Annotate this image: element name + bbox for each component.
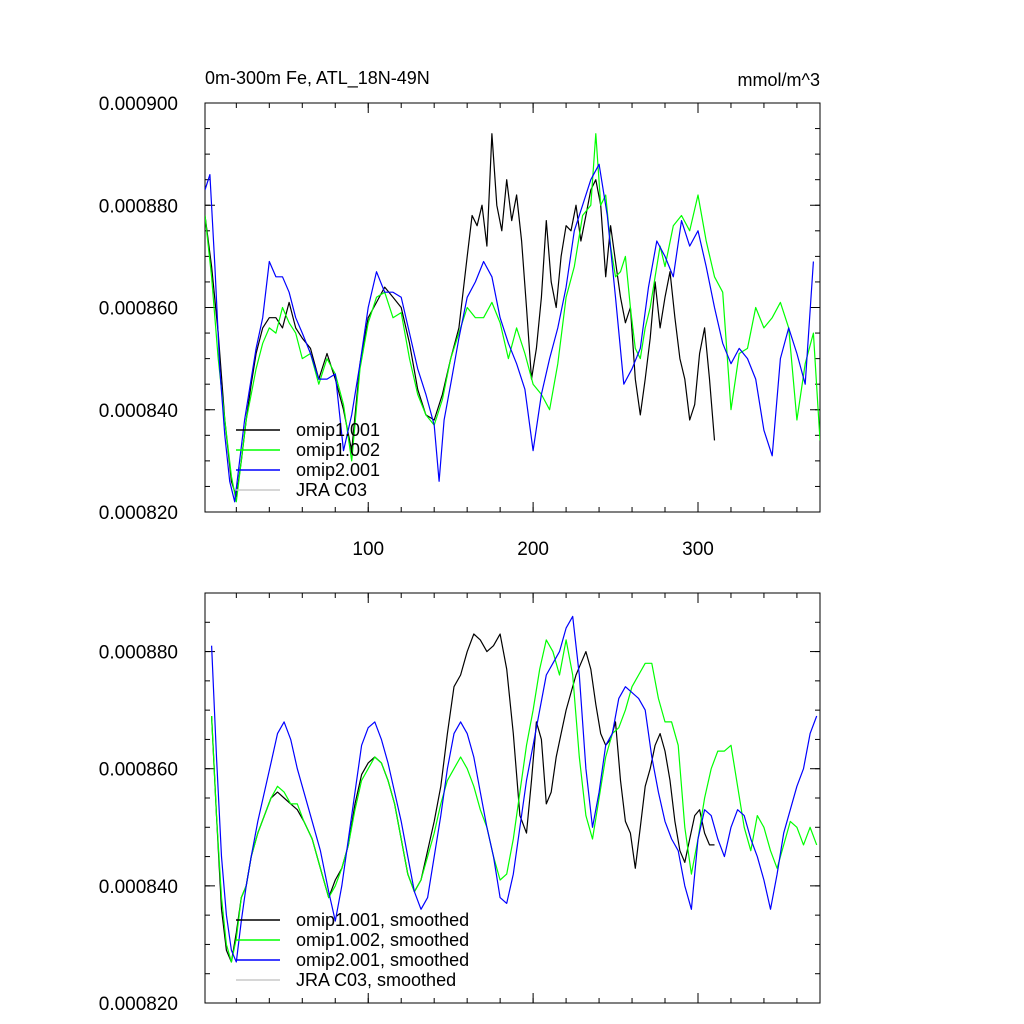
y-tick-label: 0.000860 [99,760,178,781]
series-group [211,615,818,963]
series-line-omip2-001-smoothed [211,615,818,963]
chart-title: 0m-300m Fe, ATL_18N-49N [205,68,430,89]
series-line-omip1-002 [205,133,820,503]
legend-label: omip2.001 [296,460,380,480]
x-tick-label: 200 [517,539,549,560]
series-line-omip1-001 [205,133,716,498]
series-group [205,133,820,503]
top-panel: 0.000820 0.000840 0.000860 0.000880 0.000900… [99,94,821,560]
legend-label: omip1.002 [296,440,380,460]
y-tick-label: 0.000840 [99,877,178,898]
x-tick-label: 100 [352,539,384,560]
bottom-panel: 0.000820 0.000840 0.000860 0.000880 omip1.00… [99,592,821,1015]
x-tick-label: 300 [682,539,714,560]
legend-label: omip1.001 [296,420,380,440]
y-tick-label: 0.000900 [99,94,178,115]
legend-label: JRA C03 [296,480,367,500]
y-tick-label: 0.000840 [99,401,178,422]
y-tick-label: 0.000820 [99,503,178,524]
series-line-omip2-001 [205,163,814,503]
units-label: mmol/m^3 [738,70,820,90]
y-tick-label: 0.000880 [99,196,178,217]
series-line-omip1-002-smoothed [211,639,818,963]
y-tick-label: 0.000820 [99,994,178,1015]
legend-label: omip2.001, smoothed [296,950,469,970]
series-line-omip1-001-smoothed [211,633,715,963]
y-tick-label: 0.000880 [99,643,178,664]
legend-label: omip1.001, smoothed [296,910,469,930]
y-tick-label: 0.000860 [99,299,178,320]
legend-label: JRA C03, smoothed [296,970,456,990]
legend-label: omip1.002, smoothed [296,930,469,950]
